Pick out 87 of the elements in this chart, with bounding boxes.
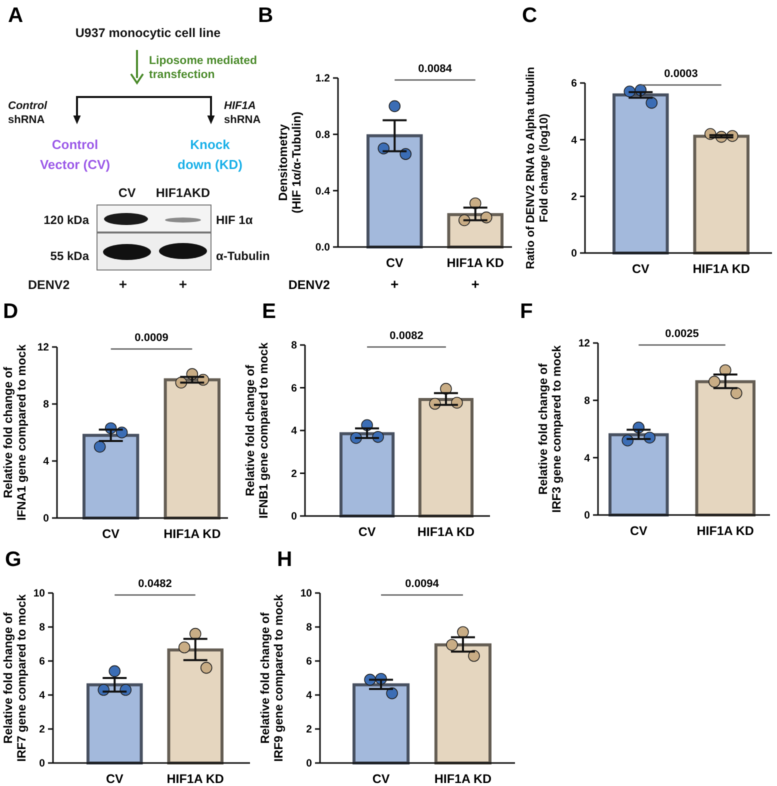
text: Knock down (KD): [178, 137, 242, 172]
y-tick-label: 12: [37, 342, 50, 354]
text: Control shRNA: [8, 100, 48, 126]
text: 55 kDa: [50, 249, 90, 263]
y-tick-label: 0.4: [315, 185, 330, 198]
y-axis-title: Densitometry (HIF 1α/α-Tubulin): [276, 112, 304, 214]
y-tick-label: 4: [43, 456, 50, 468]
text: DENV2: [288, 278, 330, 292]
y-tick-label: 2: [39, 724, 46, 736]
x-tick-label: CV: [372, 772, 390, 786]
y-tick-label: 0: [584, 510, 590, 522]
y-tick-label: 6: [306, 656, 312, 668]
text: 0.0084: [418, 63, 453, 75]
text: +: [390, 276, 399, 292]
y-tick-label: 8: [291, 340, 298, 352]
y-tick-label: 0: [291, 510, 298, 523]
y-tick-label: 10: [33, 588, 46, 600]
text: CV: [118, 186, 136, 200]
y-tick-label: 1.2: [315, 72, 330, 85]
y-tick-label: 0.0: [315, 242, 330, 254]
y-tick-label: 4: [291, 425, 298, 438]
y-tick-label: 10: [300, 588, 312, 600]
y-tick-label: 0: [43, 512, 50, 525]
text: A: [8, 4, 24, 27]
y-tick-label: 8: [43, 398, 50, 411]
y-tick-label: 4: [39, 690, 46, 702]
y-tick-label: 0: [571, 248, 578, 260]
x-tick-label: CV: [386, 256, 404, 270]
y-tick-label: 6: [291, 382, 298, 394]
y-tick-label: 6: [571, 78, 578, 90]
y-tick-label: 0: [39, 758, 46, 770]
y-tick-label: 4: [571, 134, 578, 146]
y-tick-label: 8: [584, 395, 590, 408]
text: 0.0009: [134, 332, 168, 344]
text: α-Tubulin: [216, 249, 270, 263]
text: +: [178, 276, 188, 292]
text: HIF 1α: [216, 213, 254, 227]
chart-title: E: [262, 300, 276, 323]
chart-title: D: [3, 300, 18, 323]
y-axis-title: Relative fold change of IRF3 gene compared to mock: [536, 344, 564, 513]
y-tick-label: 2: [306, 724, 312, 736]
y-axis-title: Relative fold change of IFNA1 gene compared to mock: [1, 344, 28, 521]
y-tick-label: 8: [39, 622, 46, 634]
text: 0.0003: [664, 68, 698, 80]
text: Liposome mediated transfection: [149, 55, 257, 81]
y-axis-title: Ratio of DENV2 RNA to Alpha tubulin Fold change (log10): [525, 66, 550, 270]
y-tick-label: 8: [306, 622, 312, 634]
y-axis-title: Relative fold change of IRF9 gene compared to mock: [258, 594, 286, 762]
text: +: [471, 276, 480, 292]
y-tick-label: 4: [306, 690, 312, 702]
x-tick-label: HIF1A KD: [446, 256, 504, 270]
chart-title: F: [520, 300, 533, 323]
text: 0.0094: [405, 578, 440, 590]
chart-title: H: [277, 548, 292, 571]
y-tick-label: 6: [39, 656, 46, 668]
y-tick-label: 2: [291, 468, 298, 480]
x-tick-label: HIF1A KD: [164, 527, 221, 541]
x-tick-label: HIF1A KD: [434, 772, 492, 786]
y-axis-title: Relative fold change of IFNB1 gene compared to mock: [243, 342, 270, 519]
x-tick-label: HIF1A KD: [166, 772, 224, 786]
y-tick-label: 12: [578, 338, 590, 350]
chart-title: G: [5, 548, 22, 571]
x-tick-label: CV: [630, 524, 648, 538]
text: HIF1AKD: [156, 186, 210, 200]
text: 0.0025: [665, 328, 699, 340]
text: +: [118, 276, 128, 292]
chart-title: C: [522, 4, 538, 27]
x-tick-label: CV: [106, 772, 124, 786]
text: 0.0082: [390, 330, 424, 342]
x-tick-label: CV: [632, 262, 650, 276]
chart-title: B: [258, 4, 274, 27]
y-tick-label: 4: [584, 452, 590, 464]
y-tick-label: 0.8: [315, 129, 330, 142]
text: Control Vector (CV): [40, 137, 110, 172]
text: HIF1A shRNA: [224, 100, 261, 126]
text: 120 kDa: [44, 213, 90, 227]
y-axis-title: Relative fold change of IRF7 gene compared to mock: [1, 594, 28, 762]
text: DENV2: [28, 278, 70, 292]
x-tick-label: HIF1A KD: [692, 262, 750, 276]
x-tick-label: HIF1A KD: [696, 524, 754, 538]
x-tick-label: CV: [358, 525, 376, 539]
text: 0.0482: [138, 578, 172, 590]
text: U937 monocytic cell line: [75, 26, 221, 40]
y-tick-label: 0: [306, 758, 312, 770]
x-tick-label: HIF1A KD: [417, 525, 475, 539]
y-tick-label: 2: [571, 191, 578, 204]
x-tick-label: CV: [102, 527, 120, 541]
